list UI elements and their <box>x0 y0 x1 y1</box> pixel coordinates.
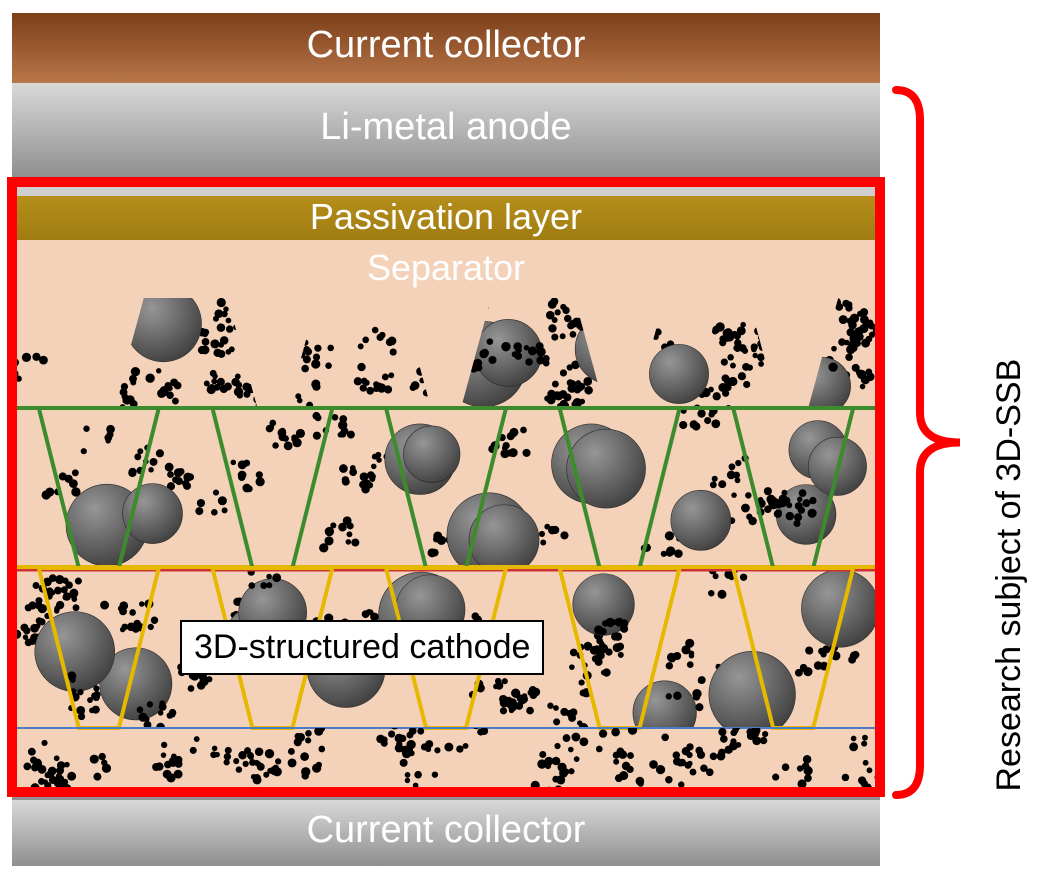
side-label-research-subject: Research subject of 3D-SSB <box>988 90 1031 795</box>
diagram-svg <box>0 0 1037 877</box>
diagram-stage: Current collector Li-metal anode Passiva… <box>0 0 1037 877</box>
label-cathode-box: 3D-structured cathode <box>180 620 544 675</box>
